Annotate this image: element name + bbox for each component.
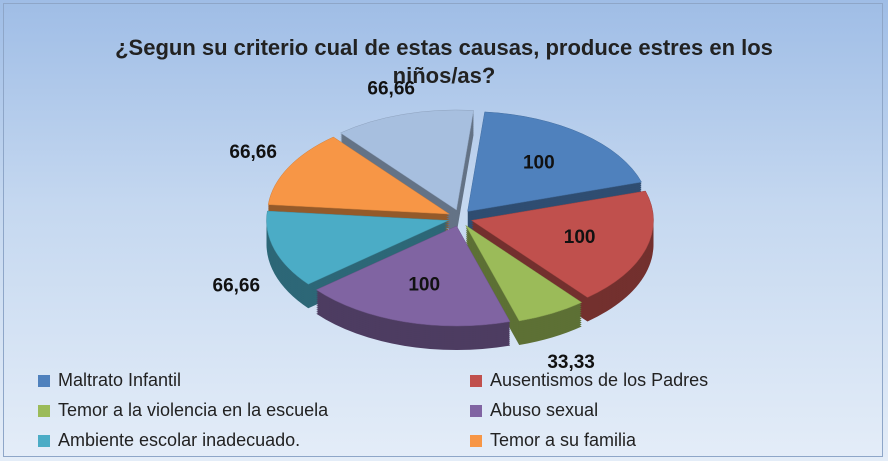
chart-border — [3, 3, 883, 457]
legend-label: Temor a su familia — [490, 430, 637, 450]
legend-swatch — [470, 435, 482, 447]
slice — [465, 225, 583, 322]
slice-group — [465, 225, 583, 345]
slice — [467, 111, 642, 212]
legend-label: Ausentismos de los Padres — [490, 370, 708, 390]
slice — [470, 190, 654, 298]
slice — [266, 210, 449, 285]
legend-swatch — [470, 405, 482, 417]
slice-group — [266, 210, 449, 309]
slice — [315, 225, 511, 327]
data-label: 66,66 — [367, 78, 415, 99]
legend-label: Maltrato Infantil — [58, 370, 181, 390]
slice-group — [339, 109, 474, 234]
data-label: 66,66 — [213, 275, 261, 296]
data-label: 100 — [564, 227, 596, 248]
legend-swatch — [38, 435, 50, 447]
slice — [267, 136, 451, 215]
legend-swatch — [38, 405, 50, 417]
slice — [339, 109, 474, 211]
data-label: 100 — [408, 274, 440, 295]
data-label: 33,33 — [547, 352, 595, 373]
data-label: 66,66 — [229, 142, 277, 163]
legend-label: Abuso sexual — [490, 400, 598, 420]
legend-label: Temor a la violencia en la escuela — [58, 400, 329, 420]
legend-swatch — [470, 375, 482, 387]
legend-label: Ambiente escolar inadecuado. — [58, 430, 300, 450]
data-label: 100 — [523, 152, 555, 173]
slice-group — [470, 190, 654, 322]
chart-title: ¿Segun su criterio cual de estas causas,… — [115, 35, 773, 88]
legend-swatch — [38, 375, 50, 387]
slice-group — [315, 225, 511, 351]
